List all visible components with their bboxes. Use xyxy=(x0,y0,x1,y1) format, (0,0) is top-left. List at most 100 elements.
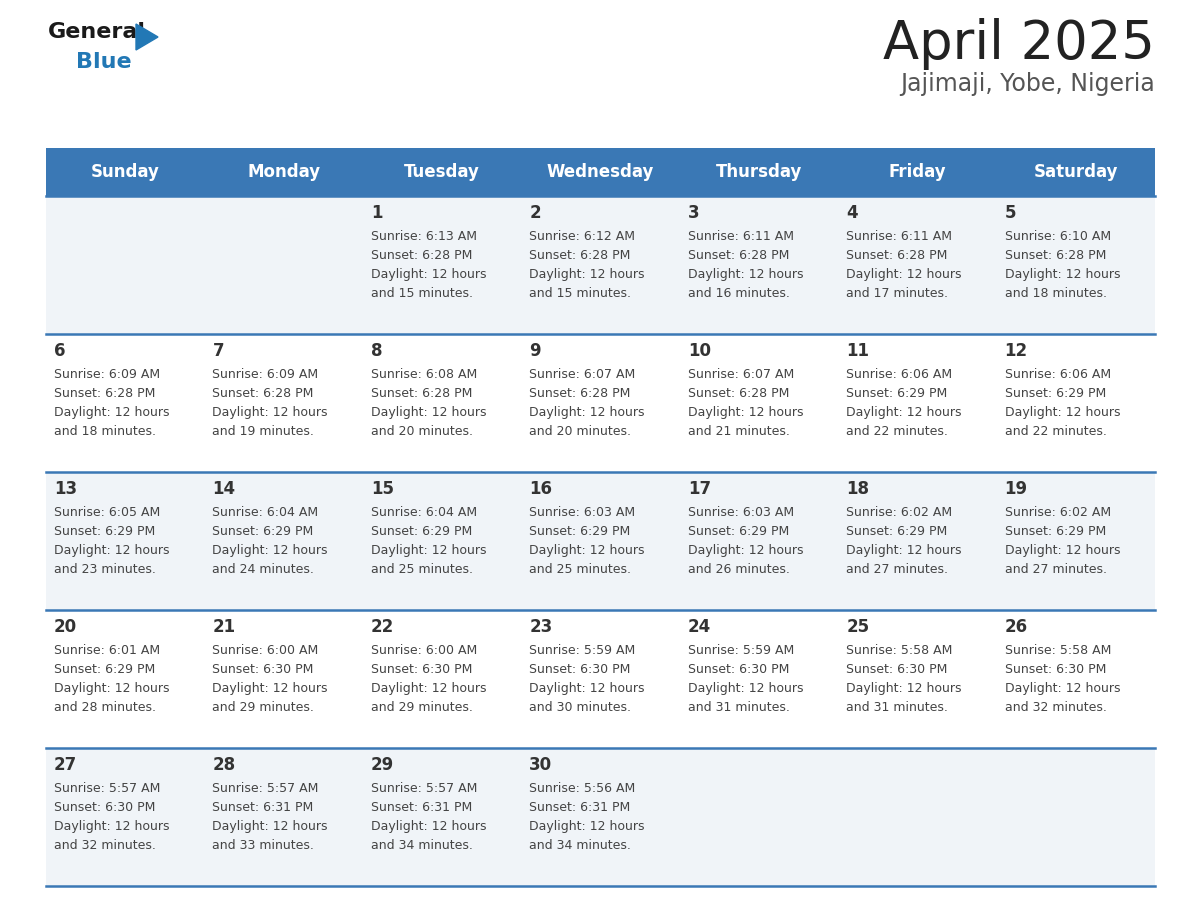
Text: Sunset: 6:29 PM: Sunset: 6:29 PM xyxy=(846,525,947,538)
Text: Daylight: 12 hours: Daylight: 12 hours xyxy=(688,406,803,419)
Text: 29: 29 xyxy=(371,756,394,774)
Text: Daylight: 12 hours: Daylight: 12 hours xyxy=(371,544,486,557)
Text: Sunset: 6:30 PM: Sunset: 6:30 PM xyxy=(213,663,314,676)
Bar xyxy=(46,472,1155,610)
Text: Daylight: 12 hours: Daylight: 12 hours xyxy=(688,544,803,557)
Text: April 2025: April 2025 xyxy=(883,18,1155,70)
Text: Sunrise: 6:02 AM: Sunrise: 6:02 AM xyxy=(1005,506,1111,519)
Text: Sunset: 6:28 PM: Sunset: 6:28 PM xyxy=(1005,249,1106,262)
Text: 27: 27 xyxy=(53,756,77,774)
Text: Daylight: 12 hours: Daylight: 12 hours xyxy=(846,406,961,419)
Polygon shape xyxy=(135,24,158,50)
Text: Daylight: 12 hours: Daylight: 12 hours xyxy=(53,820,170,833)
Text: Saturday: Saturday xyxy=(1034,163,1118,181)
Text: 8: 8 xyxy=(371,342,383,360)
Text: 24: 24 xyxy=(688,618,710,636)
Text: and 24 minutes.: and 24 minutes. xyxy=(213,563,315,576)
Text: Daylight: 12 hours: Daylight: 12 hours xyxy=(53,544,170,557)
Text: and 20 minutes.: and 20 minutes. xyxy=(530,425,631,438)
Text: Daylight: 12 hours: Daylight: 12 hours xyxy=(371,682,486,695)
Text: Tuesday: Tuesday xyxy=(404,163,480,181)
Text: Sunset: 6:29 PM: Sunset: 6:29 PM xyxy=(53,663,156,676)
Text: Jajimaji, Yobe, Nigeria: Jajimaji, Yobe, Nigeria xyxy=(901,72,1155,96)
Text: Sunrise: 6:04 AM: Sunrise: 6:04 AM xyxy=(371,506,478,519)
Text: Blue: Blue xyxy=(76,52,132,72)
Text: and 21 minutes.: and 21 minutes. xyxy=(688,425,790,438)
Text: and 23 minutes.: and 23 minutes. xyxy=(53,563,156,576)
Text: Sunday: Sunday xyxy=(90,163,159,181)
Bar xyxy=(46,334,1155,472)
Bar xyxy=(46,610,1155,748)
Text: Sunset: 6:30 PM: Sunset: 6:30 PM xyxy=(371,663,473,676)
Text: 1: 1 xyxy=(371,204,383,222)
Text: and 29 minutes.: and 29 minutes. xyxy=(213,701,315,714)
Bar xyxy=(46,748,1155,886)
Text: Daylight: 12 hours: Daylight: 12 hours xyxy=(213,544,328,557)
Text: 26: 26 xyxy=(1005,618,1028,636)
Text: 22: 22 xyxy=(371,618,394,636)
Text: Daylight: 12 hours: Daylight: 12 hours xyxy=(213,682,328,695)
Text: 12: 12 xyxy=(1005,342,1028,360)
Text: Daylight: 12 hours: Daylight: 12 hours xyxy=(1005,682,1120,695)
Text: and 26 minutes.: and 26 minutes. xyxy=(688,563,790,576)
Text: and 32 minutes.: and 32 minutes. xyxy=(53,839,156,852)
Text: and 15 minutes.: and 15 minutes. xyxy=(530,287,631,300)
Text: Sunrise: 6:13 AM: Sunrise: 6:13 AM xyxy=(371,230,476,243)
Text: Sunset: 6:28 PM: Sunset: 6:28 PM xyxy=(688,249,789,262)
Text: and 18 minutes.: and 18 minutes. xyxy=(53,425,156,438)
Text: Sunset: 6:29 PM: Sunset: 6:29 PM xyxy=(1005,525,1106,538)
Text: 7: 7 xyxy=(213,342,225,360)
Text: Sunset: 6:30 PM: Sunset: 6:30 PM xyxy=(846,663,948,676)
Text: and 29 minutes.: and 29 minutes. xyxy=(371,701,473,714)
Text: and 31 minutes.: and 31 minutes. xyxy=(688,701,790,714)
Text: and 32 minutes.: and 32 minutes. xyxy=(1005,701,1106,714)
Text: and 25 minutes.: and 25 minutes. xyxy=(371,563,473,576)
Text: Sunset: 6:31 PM: Sunset: 6:31 PM xyxy=(213,801,314,814)
Text: Daylight: 12 hours: Daylight: 12 hours xyxy=(688,682,803,695)
Text: Daylight: 12 hours: Daylight: 12 hours xyxy=(846,544,961,557)
Text: Sunset: 6:28 PM: Sunset: 6:28 PM xyxy=(688,387,789,400)
Text: and 30 minutes.: and 30 minutes. xyxy=(530,701,631,714)
Text: Sunrise: 6:01 AM: Sunrise: 6:01 AM xyxy=(53,644,160,657)
Text: 11: 11 xyxy=(846,342,870,360)
Text: and 18 minutes.: and 18 minutes. xyxy=(1005,287,1106,300)
Text: Sunrise: 5:56 AM: Sunrise: 5:56 AM xyxy=(530,782,636,795)
Text: Daylight: 12 hours: Daylight: 12 hours xyxy=(1005,268,1120,281)
Text: and 20 minutes.: and 20 minutes. xyxy=(371,425,473,438)
Text: 17: 17 xyxy=(688,480,710,498)
Text: Sunrise: 6:11 AM: Sunrise: 6:11 AM xyxy=(688,230,794,243)
Bar xyxy=(46,148,1155,196)
Text: Daylight: 12 hours: Daylight: 12 hours xyxy=(846,682,961,695)
Text: Daylight: 12 hours: Daylight: 12 hours xyxy=(1005,406,1120,419)
Text: and 27 minutes.: and 27 minutes. xyxy=(1005,563,1106,576)
Text: Sunrise: 6:03 AM: Sunrise: 6:03 AM xyxy=(688,506,794,519)
Text: Sunrise: 6:04 AM: Sunrise: 6:04 AM xyxy=(213,506,318,519)
Text: 9: 9 xyxy=(530,342,541,360)
Text: Sunset: 6:29 PM: Sunset: 6:29 PM xyxy=(371,525,472,538)
Text: Sunrise: 5:58 AM: Sunrise: 5:58 AM xyxy=(1005,644,1111,657)
Text: 18: 18 xyxy=(846,480,870,498)
Text: and 33 minutes.: and 33 minutes. xyxy=(213,839,315,852)
Text: Sunset: 6:28 PM: Sunset: 6:28 PM xyxy=(530,387,631,400)
Text: 5: 5 xyxy=(1005,204,1016,222)
Text: Sunrise: 5:59 AM: Sunrise: 5:59 AM xyxy=(530,644,636,657)
Text: and 28 minutes.: and 28 minutes. xyxy=(53,701,156,714)
Text: Daylight: 12 hours: Daylight: 12 hours xyxy=(530,544,645,557)
Text: Sunrise: 6:06 AM: Sunrise: 6:06 AM xyxy=(846,368,953,381)
Text: Daylight: 12 hours: Daylight: 12 hours xyxy=(53,406,170,419)
Text: Daylight: 12 hours: Daylight: 12 hours xyxy=(530,820,645,833)
Text: and 34 minutes.: and 34 minutes. xyxy=(530,839,631,852)
Text: 25: 25 xyxy=(846,618,870,636)
Text: Sunset: 6:30 PM: Sunset: 6:30 PM xyxy=(1005,663,1106,676)
Text: Sunrise: 5:57 AM: Sunrise: 5:57 AM xyxy=(213,782,318,795)
Text: 4: 4 xyxy=(846,204,858,222)
Text: Sunrise: 6:00 AM: Sunrise: 6:00 AM xyxy=(213,644,318,657)
Text: Thursday: Thursday xyxy=(715,163,802,181)
Text: Sunset: 6:30 PM: Sunset: 6:30 PM xyxy=(688,663,789,676)
Text: and 16 minutes.: and 16 minutes. xyxy=(688,287,790,300)
Text: 21: 21 xyxy=(213,618,235,636)
Text: Sunrise: 5:59 AM: Sunrise: 5:59 AM xyxy=(688,644,794,657)
Text: Sunset: 6:29 PM: Sunset: 6:29 PM xyxy=(530,525,631,538)
Text: Sunset: 6:29 PM: Sunset: 6:29 PM xyxy=(213,525,314,538)
Text: and 15 minutes.: and 15 minutes. xyxy=(371,287,473,300)
